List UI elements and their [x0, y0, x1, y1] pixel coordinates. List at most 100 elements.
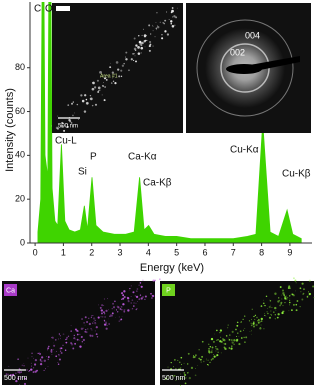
map-speckle	[236, 324, 239, 327]
map-speckle	[81, 318, 83, 320]
map-speckle	[122, 303, 125, 306]
map-speckle	[121, 298, 123, 300]
map-speckle	[141, 296, 144, 299]
map-speckle	[88, 317, 90, 319]
map-speckle	[270, 313, 272, 315]
speckle	[104, 86, 106, 88]
map-speckle	[30, 365, 32, 367]
map-speckle	[20, 378, 22, 380]
map-speckle	[267, 307, 269, 309]
map-speckle	[213, 356, 216, 358]
figure: Area #1 500 nm 004 002 Intensity (counts…	[2, 2, 315, 387]
map-speckle	[259, 321, 261, 323]
y-tick-label: 80	[15, 62, 25, 72]
map-speckle	[79, 339, 81, 341]
speckle	[171, 24, 175, 28]
map-speckle	[118, 320, 120, 322]
peak-label: O	[45, 4, 53, 15]
speckle	[171, 7, 174, 9]
map-speckle	[112, 306, 116, 309]
map-speckle	[121, 316, 123, 318]
speckle	[138, 40, 142, 44]
speckle	[175, 16, 178, 19]
map-speckle	[60, 347, 63, 350]
map-speckle	[243, 336, 245, 339]
map-speckle	[244, 328, 246, 329]
map-speckle	[44, 359, 46, 361]
speckle	[148, 49, 151, 52]
map-speckle	[103, 323, 107, 326]
map-speckle	[293, 277, 295, 279]
map-speckle	[89, 334, 92, 337]
map-speckle	[289, 295, 291, 297]
map-speckle	[47, 358, 50, 361]
map-speckle	[178, 361, 181, 364]
map-speckle	[103, 305, 105, 307]
map-speckle	[47, 347, 50, 350]
map-speckle	[240, 321, 242, 323]
map-speckle	[248, 320, 250, 322]
map-speckle	[76, 333, 79, 336]
x-tick-label: 8	[259, 247, 264, 257]
map-speckle	[205, 359, 207, 361]
map-speckle	[18, 371, 21, 374]
speckle	[166, 33, 170, 36]
map-speckle	[266, 311, 268, 313]
map-speckle	[207, 364, 209, 366]
y-tick-label: 0	[20, 237, 25, 247]
map-speckle	[200, 361, 202, 363]
map-speckle	[207, 349, 211, 353]
map-speckle	[32, 371, 35, 374]
map-speckle	[268, 316, 271, 319]
map-speckle	[271, 306, 273, 308]
map-speckle	[295, 303, 298, 306]
x-tick-label: 4	[146, 247, 151, 257]
speckle	[146, 39, 148, 41]
map-speckle	[209, 361, 211, 364]
map-speckle	[115, 309, 118, 311]
map-speckle	[74, 342, 77, 345]
map-speckle	[260, 317, 263, 321]
map-speckle	[9, 374, 12, 377]
speckle	[57, 115, 59, 117]
map-speckle	[31, 356, 33, 358]
map-speckle	[201, 355, 204, 358]
speckle	[89, 97, 93, 101]
map-speckle	[120, 318, 123, 321]
map-speckle	[93, 321, 95, 322]
map-speckle	[220, 340, 223, 343]
map-speckle	[289, 300, 291, 302]
map-speckle	[62, 333, 65, 335]
map-speckle	[215, 346, 217, 348]
speckle	[62, 125, 64, 127]
map-speckle	[92, 322, 94, 324]
map-speckle	[120, 292, 124, 295]
map-speckle	[118, 316, 120, 318]
speckle	[111, 71, 115, 74]
map-speckle	[100, 312, 103, 315]
map-speckle	[140, 297, 143, 300]
map-speckle	[225, 335, 228, 337]
map-speckle	[251, 333, 252, 335]
map-speckle	[5, 373, 8, 376]
map-speckle	[17, 371, 19, 373]
map-speckle	[50, 349, 53, 351]
map-speckle	[94, 321, 96, 324]
speckle	[152, 30, 154, 32]
map-speckle	[64, 349, 67, 351]
map-speckle	[136, 288, 139, 290]
map-speckle	[130, 302, 132, 304]
map-speckle	[59, 335, 62, 337]
map-speckle	[123, 295, 126, 299]
map-speckle	[94, 319, 96, 321]
map-speckle	[208, 348, 210, 350]
speckle	[133, 59, 135, 62]
map-speckle	[84, 316, 87, 319]
map-speckle	[58, 354, 60, 356]
speckle	[161, 34, 163, 36]
map-speckle	[264, 313, 266, 315]
speckle	[120, 75, 123, 78]
map-speckle	[136, 308, 138, 310]
x-tick-label: 6	[202, 247, 207, 257]
map-speckle	[224, 347, 227, 350]
